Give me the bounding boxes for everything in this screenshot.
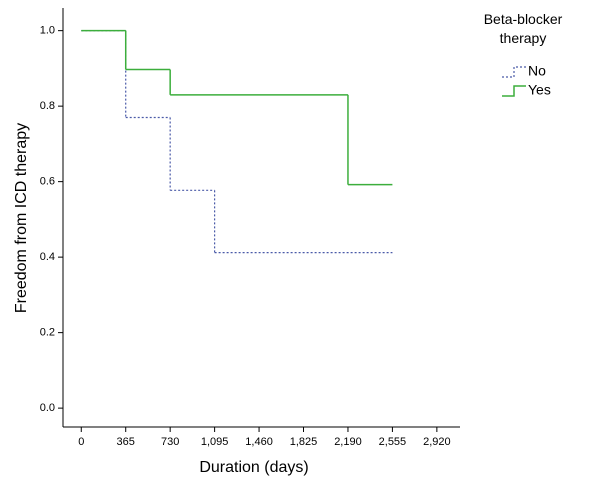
legend-swatch <box>502 85 526 97</box>
y-tick-label: 0.2 <box>40 327 55 339</box>
x-tick-label: 365 <box>117 436 135 448</box>
x-tick-label: 0 <box>78 436 84 448</box>
x-axis-label: Duration (days) <box>199 459 308 476</box>
legend-label: No <box>528 63 546 79</box>
x-tick-label: 2,190 <box>334 436 362 448</box>
x-tick-label: 1,460 <box>245 436 273 448</box>
y-tick-label: 0.4 <box>40 251 55 263</box>
x-tick-label: 730 <box>161 436 179 448</box>
x-tick-label: 1,825 <box>290 436 318 448</box>
y-tick-label: 0.8 <box>40 100 55 112</box>
y-tick-label: 0.0 <box>40 402 55 414</box>
y-tick-label: 0.6 <box>40 176 55 188</box>
y-axis-label: Freedom from ICD therapy <box>13 123 30 313</box>
x-tick-label: 1,095 <box>201 436 229 448</box>
x-tick-label: 2,920 <box>423 436 451 448</box>
y-tick-label: 1.0 <box>40 25 55 37</box>
legend-title: Beta-blocker therapy <box>483 11 563 46</box>
legend-swatch <box>502 66 526 78</box>
x-tick-label: 2,555 <box>379 436 407 448</box>
legend-label: Yes <box>528 82 551 98</box>
